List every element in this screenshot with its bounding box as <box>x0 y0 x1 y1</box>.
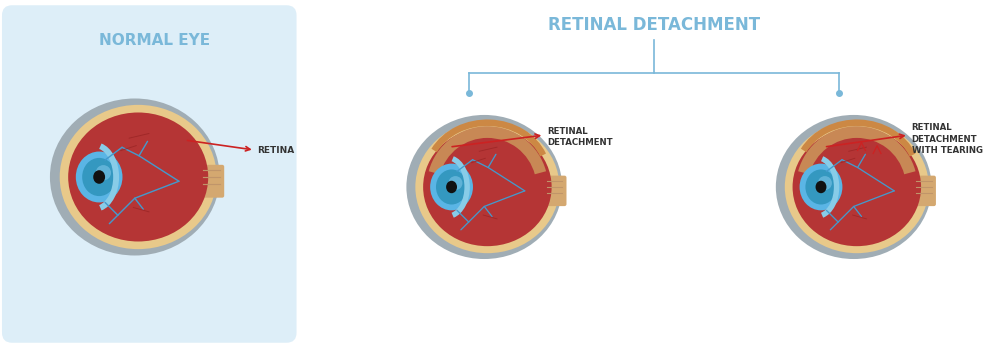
Ellipse shape <box>76 151 122 203</box>
Ellipse shape <box>448 176 462 190</box>
Text: NORMAL EYE: NORMAL EYE <box>99 33 210 48</box>
Ellipse shape <box>793 128 921 246</box>
FancyBboxPatch shape <box>912 176 936 206</box>
Ellipse shape <box>423 128 552 246</box>
Ellipse shape <box>93 170 105 184</box>
Ellipse shape <box>446 181 457 193</box>
Ellipse shape <box>776 115 932 259</box>
Text: RETINAL
DETACHMENT: RETINAL DETACHMENT <box>547 127 613 147</box>
Ellipse shape <box>430 164 473 210</box>
Ellipse shape <box>818 176 832 190</box>
FancyBboxPatch shape <box>199 165 224 198</box>
FancyBboxPatch shape <box>2 5 297 343</box>
Wedge shape <box>429 126 546 174</box>
Text: RETINAL
DETACHMENT
WITH TEARING: RETINAL DETACHMENT WITH TEARING <box>912 124 983 155</box>
Wedge shape <box>798 126 916 174</box>
Ellipse shape <box>406 115 562 259</box>
Ellipse shape <box>50 98 220 256</box>
FancyBboxPatch shape <box>543 176 566 206</box>
Ellipse shape <box>96 165 111 180</box>
Ellipse shape <box>415 121 559 253</box>
Ellipse shape <box>816 181 826 193</box>
Ellipse shape <box>60 105 217 249</box>
Ellipse shape <box>805 169 837 205</box>
Ellipse shape <box>800 164 842 210</box>
Ellipse shape <box>82 158 116 196</box>
Ellipse shape <box>785 121 929 253</box>
Text: RETINAL DETACHMENT: RETINAL DETACHMENT <box>548 16 760 34</box>
Ellipse shape <box>68 112 208 241</box>
Text: RETINA: RETINA <box>258 146 295 155</box>
Ellipse shape <box>436 169 467 205</box>
